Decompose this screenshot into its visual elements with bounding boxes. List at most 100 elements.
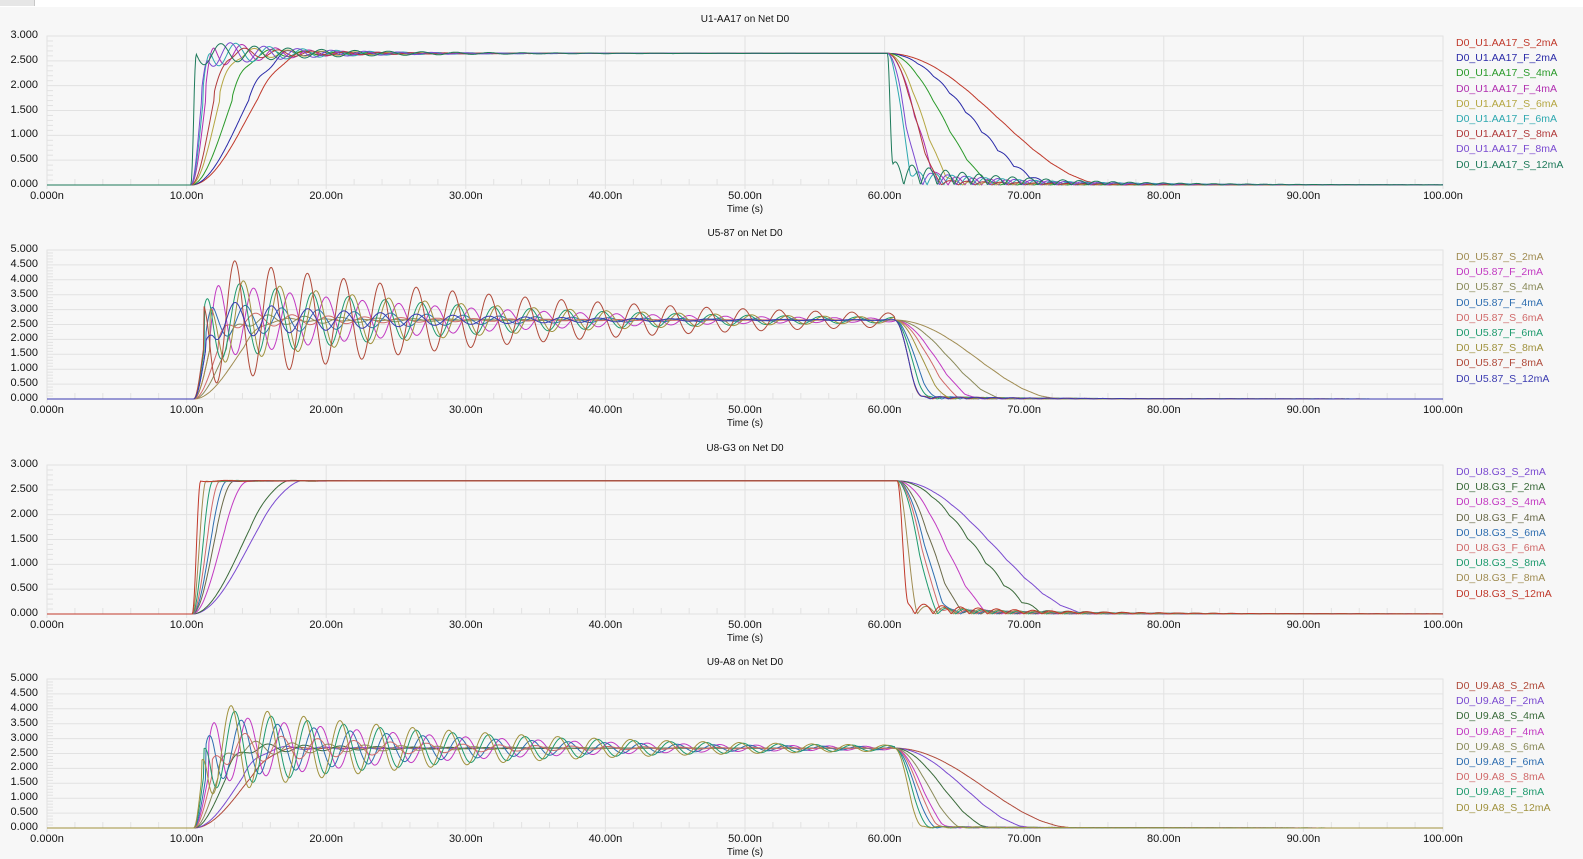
y-tick-label: 3.500 (10, 287, 38, 300)
legend-item[interactable]: D0_U5.87_F_8mA (1456, 357, 1543, 370)
y-tick-label: 0.000 (10, 821, 38, 833)
legend-item[interactable]: D0_U5.87_F_6mA (1456, 327, 1543, 340)
x-tick-label: 60.00n (867, 404, 902, 416)
legend-item[interactable]: D0_U5.87_F_2mA (1456, 266, 1543, 279)
y-tick-label: 1.000 (10, 791, 38, 804)
y-tick-label: 2.500 (10, 746, 38, 759)
legend-item[interactable]: D0_U9.A8_F_8mA (1456, 786, 1545, 799)
y-tick-label: 4.500 (10, 257, 38, 270)
waveform-d0-u9-a8-s-12ma (47, 705, 1443, 829)
y-tick-label: 5.000 (10, 672, 38, 684)
chart-title: U9-A8 on Net D0 (706, 657, 784, 668)
waveform-d0-u9-a8-s-2ma (47, 746, 1443, 829)
x-tick-label: 50.00n (728, 619, 762, 631)
legend-item[interactable]: D0_U9.A8_S_8mA (1456, 771, 1545, 784)
x-tick-label: 10.00n (169, 190, 204, 202)
legend-item[interactable]: D0_U8.G3_S_2mA (1456, 466, 1546, 478)
legend-item[interactable]: D0_U9.A8_S_2mA (1456, 680, 1545, 692)
legend-item[interactable]: D0_U8.G3_S_8mA (1456, 557, 1546, 570)
x-tick-label: 10.00n (169, 404, 204, 416)
y-tick-label: 2.500 (10, 482, 38, 495)
legend-item[interactable]: D0_U1.AA17_S_6mA (1456, 97, 1558, 110)
legend-item[interactable]: D0_U9.A8_S_4mA (1456, 710, 1545, 723)
y-tick-label: 1.500 (10, 532, 38, 545)
legend-item[interactable]: D0_U1.AA17_S_8mA (1456, 128, 1558, 141)
x-axis-title: Time (s) (726, 633, 764, 644)
legend-item[interactable]: D0_U9.A8_F_2mA (1456, 695, 1545, 708)
x-tick-label: 30.00n (448, 833, 483, 845)
x-tick-label: 30.00n (448, 190, 483, 202)
legend-item[interactable]: D0_U8.G3_F_4mA (1456, 511, 1546, 524)
legend-item[interactable]: D0_U1.AA17_S_2mA (1456, 37, 1558, 49)
legend-item[interactable]: D0_U5.87_S_4mA (1456, 281, 1544, 294)
x-tick-label: 80.00n (1146, 619, 1181, 631)
y-tick-label: 1.000 (10, 557, 38, 570)
chart-legend: D0_U9.A8_S_2mA D0_U9.A8_F_2mA D0_U9.A8_S_4… (1456, 679, 1551, 816)
x-tick-label: 0.000n (30, 190, 64, 202)
legend-item[interactable]: D0_U9.A8_S_12mA (1456, 801, 1551, 814)
legend-item[interactable]: D0_U8.G3_F_6mA (1456, 542, 1546, 555)
y-tick-label: 1.000 (10, 362, 38, 375)
legend-item[interactable]: D0_U5.87_S_2mA (1456, 251, 1544, 263)
chart-legend: D0_U1.AA17_S_2mA D0_U1.AA17_F_2mA D0_U1.AA… (1456, 36, 1563, 173)
waveform-d0-u9-a8-f-2ma (47, 745, 1443, 829)
y-tick-label: 1.500 (10, 776, 38, 789)
chart-title: U1-AA17 on Net D0 (700, 14, 790, 25)
y-tick-label: 5.000 (10, 243, 38, 255)
x-tick-label: 90.00n (1286, 619, 1321, 631)
chart-title: U5-87 on Net D0 (707, 228, 783, 239)
x-tick-label: 90.00n (1286, 833, 1321, 845)
legend-item[interactable]: D0_U1.AA17_S_12mA (1456, 158, 1564, 171)
x-tick-label: 80.00n (1146, 833, 1181, 845)
waveform-d0-u9-a8-s-6ma (47, 740, 1443, 829)
y-tick-label: 2.500 (10, 53, 38, 66)
y-tick-label: 2.000 (10, 507, 38, 520)
x-axis-title: Time (s) (726, 847, 764, 858)
waveform-d0-u9-a8-f-6ma (47, 719, 1443, 829)
y-tick-label: 0.000 (10, 178, 38, 190)
legend-item[interactable]: D0_U9.A8_S_6mA (1456, 740, 1545, 753)
y-tick-label: 1.500 (10, 103, 38, 116)
legend-item[interactable]: D0_U5.87_F_4mA (1456, 296, 1543, 309)
y-tick-label: 1.000 (10, 128, 38, 141)
y-tick-label: 0.000 (10, 392, 38, 404)
x-tick-label: 50.00n (728, 833, 762, 845)
legend-item[interactable]: D0_U8.G3_F_2mA (1456, 481, 1546, 494)
legend-item[interactable]: D0_U8.G3_S_6mA (1456, 526, 1546, 539)
legend-item[interactable]: D0_U1.AA17_F_6mA (1456, 113, 1557, 126)
window-tab[interactable] (0, 0, 35, 6)
legend-item[interactable]: D0_U8.G3_S_12mA (1456, 587, 1552, 600)
y-tick-label: 0.500 (10, 582, 38, 595)
x-tick-label: 50.00n (728, 190, 762, 202)
legend-item[interactable]: D0_U9.A8_F_4mA (1456, 725, 1545, 738)
y-tick-label: 3.500 (10, 716, 38, 729)
legend-item[interactable]: D0_U1.AA17_F_4mA (1456, 82, 1557, 95)
x-tick-label: 100.00n (1423, 833, 1463, 845)
x-tick-label: 50.00n (728, 404, 762, 416)
x-tick-label: 60.00n (867, 619, 902, 631)
y-tick-label: 0.500 (10, 377, 38, 390)
legend-item[interactable]: D0_U9.A8_F_6mA (1456, 756, 1545, 769)
legend-item[interactable]: D0_U1.AA17_S_4mA (1456, 67, 1558, 80)
x-tick-label: 10.00n (169, 619, 204, 631)
x-tick-label: 100.00n (1423, 404, 1463, 416)
legend-item[interactable]: D0_U8.G3_S_4mA (1456, 496, 1546, 509)
x-tick-label: 30.00n (448, 619, 483, 631)
x-tick-label: 70.00n (1007, 619, 1042, 631)
waveform-d0-u9-a8-f-8ma (47, 710, 1443, 829)
y-tick-label: 3.000 (10, 302, 38, 315)
waveform-d0-u9-a8-s-4ma (47, 743, 1443, 829)
y-tick-label: 3.000 (10, 29, 38, 41)
x-tick-label: 20.00n (309, 190, 344, 202)
legend-item[interactable]: D0_U5.87_S_6mA (1456, 311, 1544, 324)
legend-item[interactable]: D0_U1.AA17_F_2mA (1456, 52, 1557, 65)
x-tick-label: 0.000n (30, 833, 64, 845)
legend-item[interactable]: D0_U8.G3_F_8mA (1456, 572, 1546, 585)
legend-item[interactable]: D0_U5.87_S_8mA (1456, 342, 1544, 355)
legend-item[interactable]: D0_U5.87_S_12mA (1456, 372, 1550, 385)
x-tick-label: 100.00n (1423, 619, 1463, 631)
legend-item[interactable]: D0_U1.AA17_F_8mA (1456, 143, 1557, 156)
waveform-d0-u9-a8-s-8ma (47, 733, 1443, 829)
